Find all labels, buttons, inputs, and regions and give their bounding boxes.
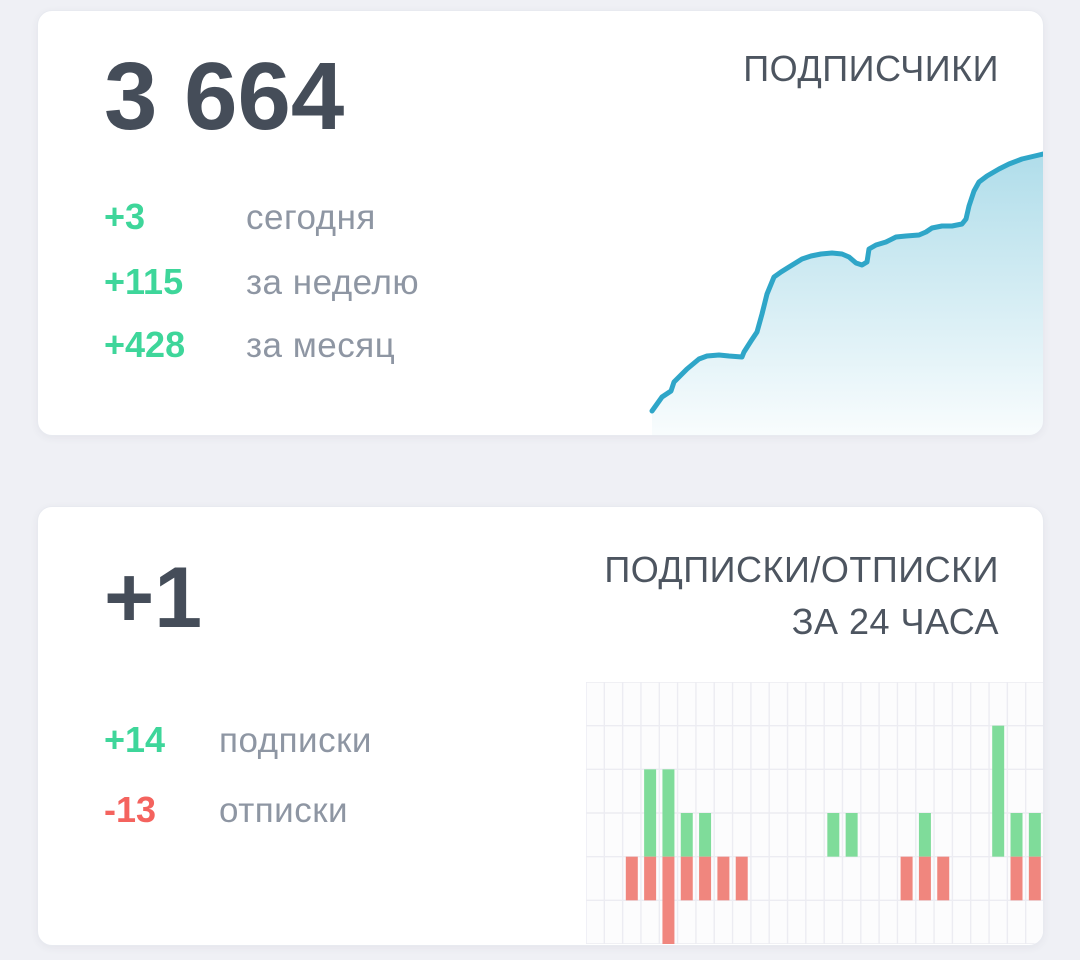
stat-value-week: +115 <box>104 261 184 302</box>
stat-label-today: сегодня <box>246 198 376 237</box>
activity-card: ПОДПИСКИ/ОТПИСКИ ЗА 24 ЧАСА +1 +14 подпи… <box>37 506 1044 946</box>
activity-card-title-line1: ПОДПИСКИ/ОТПИСКИ <box>604 549 999 590</box>
stat-value-unsubscribes: -13 <box>104 789 157 830</box>
stat-row-unsubscribes: -13 отписки <box>104 789 348 831</box>
stat-row-month: +428 за месяц <box>104 324 395 366</box>
subscribers-card: ПОДПИСЧИКИ 3 664 +3 сегодня +115 за неде… <box>37 10 1044 436</box>
subscribers-card-title: ПОДПИСЧИКИ <box>743 48 999 89</box>
stat-label-month: за месяц <box>246 326 396 365</box>
stat-label-week: за неделю <box>246 263 420 302</box>
subscribers-total: 3 664 <box>104 43 345 150</box>
activity-bar-chart <box>586 682 1043 944</box>
stat-row-week: +115 за неделю <box>104 261 419 303</box>
stat-value-subscribes: +14 <box>104 719 166 760</box>
net-change-value: +1 <box>104 550 203 646</box>
stat-label-unsubscribes: отписки <box>219 791 349 830</box>
subscribers-trend-chart <box>649 151 1043 435</box>
activity-card-title: ПОДПИСКИ/ОТПИСКИ ЗА 24 ЧАСА <box>604 544 999 648</box>
activity-card-title-line2: ЗА 24 ЧАСА <box>791 601 999 642</box>
stat-value-today: +3 <box>104 196 146 237</box>
stat-value-month: +428 <box>104 324 186 365</box>
stat-row-subscribes: +14 подписки <box>104 719 372 761</box>
stat-label-subscribes: подписки <box>219 721 372 760</box>
stat-row-today: +3 сегодня <box>104 196 376 238</box>
